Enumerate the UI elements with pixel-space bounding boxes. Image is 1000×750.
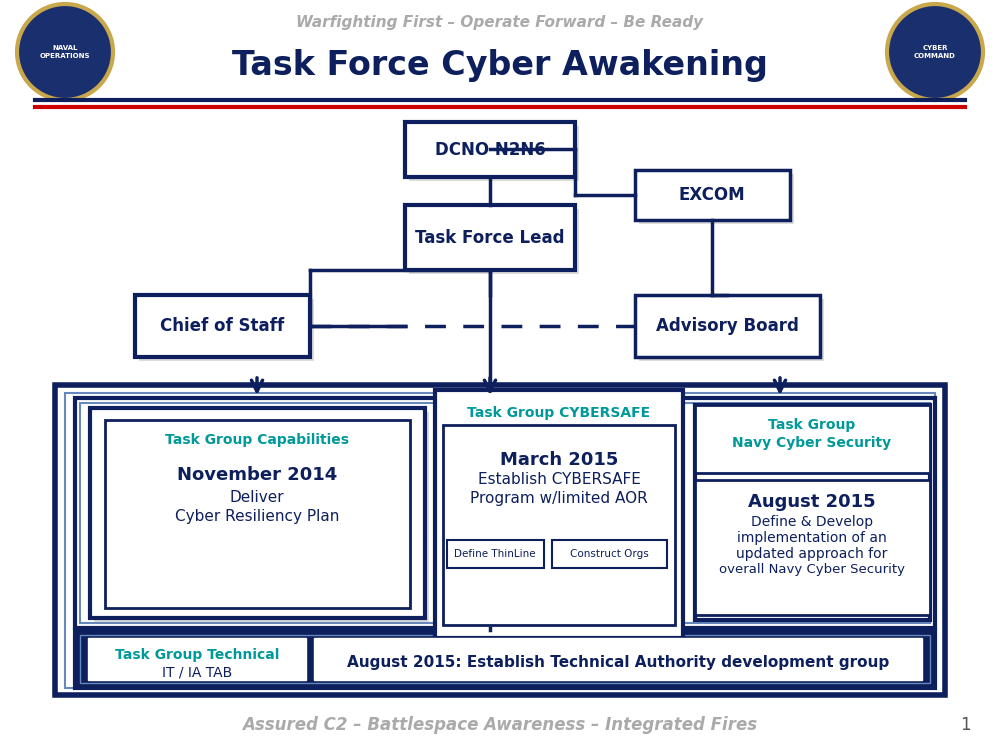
Bar (75, 398, 935, 628)
Text: 1: 1 (960, 716, 970, 734)
Bar (314, 638, 922, 680)
Text: Warfighting First – Operate Forward – Be Ready: Warfighting First – Operate Forward – Be… (296, 14, 704, 29)
Bar (139, 299, 314, 361)
Bar (75, 630, 935, 688)
Text: August 2015: August 2015 (748, 493, 876, 511)
Text: Program w/limited AOR: Program w/limited AOR (470, 490, 648, 506)
Text: Assured C2 – Battlespace Awareness – Integrated Fires: Assured C2 – Battlespace Awareness – Int… (242, 716, 758, 734)
Bar (90, 408, 425, 618)
Text: August 2015: Establish Technical Authority development group: August 2015: Establish Technical Authori… (347, 655, 889, 670)
Text: Task Group Technical: Task Group Technical (115, 648, 279, 662)
Bar (135, 295, 310, 357)
Bar (443, 425, 675, 625)
Text: Task Force Lead: Task Force Lead (415, 229, 565, 247)
Bar (55, 385, 945, 695)
Bar (405, 122, 575, 177)
Text: Advisory Board: Advisory Board (656, 317, 798, 335)
Bar (695, 405, 930, 473)
Bar (695, 405, 930, 620)
Bar (88, 638, 306, 680)
Bar (409, 209, 579, 274)
Bar (695, 480, 930, 615)
Bar (639, 174, 794, 224)
Text: DCNO N2N6: DCNO N2N6 (435, 141, 545, 159)
Bar (405, 205, 575, 270)
Text: NAVAL
OPERATIONS: NAVAL OPERATIONS (40, 46, 90, 58)
Bar (94, 412, 429, 622)
Text: Task Group CYBERSAFE: Task Group CYBERSAFE (467, 406, 651, 420)
Bar (639, 299, 824, 361)
Circle shape (17, 4, 113, 100)
Text: EXCOM: EXCOM (679, 186, 745, 204)
Text: implementation of an: implementation of an (737, 531, 887, 545)
Text: overall Navy Cyber Security: overall Navy Cyber Security (719, 563, 905, 577)
Bar (409, 126, 579, 181)
Text: Chief of Staff: Chief of Staff (160, 317, 284, 335)
Bar (635, 295, 820, 357)
Bar (105, 420, 410, 608)
Bar (80, 635, 930, 683)
Text: Deliver: Deliver (230, 490, 284, 506)
Bar (447, 540, 544, 568)
Text: Task Group: Task Group (768, 418, 856, 432)
Text: updated approach for: updated approach for (736, 547, 888, 561)
Text: March 2015: March 2015 (500, 451, 618, 469)
Text: CYBER
COMMAND: CYBER COMMAND (914, 46, 956, 58)
Circle shape (887, 4, 983, 100)
Text: Task Force Cyber Awakening: Task Force Cyber Awakening (232, 49, 768, 82)
Bar (80, 403, 930, 623)
Bar (435, 390, 683, 638)
Bar (552, 540, 667, 568)
Text: Navy Cyber Security: Navy Cyber Security (732, 436, 892, 450)
Text: Construct Orgs: Construct Orgs (570, 549, 648, 559)
Text: Define ThinLine: Define ThinLine (454, 549, 536, 559)
Text: November 2014: November 2014 (177, 466, 337, 484)
Text: Cyber Resiliency Plan: Cyber Resiliency Plan (175, 509, 339, 524)
Bar (65, 393, 935, 688)
Text: Task Group Capabilities: Task Group Capabilities (165, 433, 349, 447)
Text: Establish CYBERSAFE: Establish CYBERSAFE (478, 472, 640, 488)
Bar (635, 170, 790, 220)
Text: IT / IA TAB: IT / IA TAB (162, 665, 232, 679)
Text: Define & Develop: Define & Develop (751, 515, 873, 529)
